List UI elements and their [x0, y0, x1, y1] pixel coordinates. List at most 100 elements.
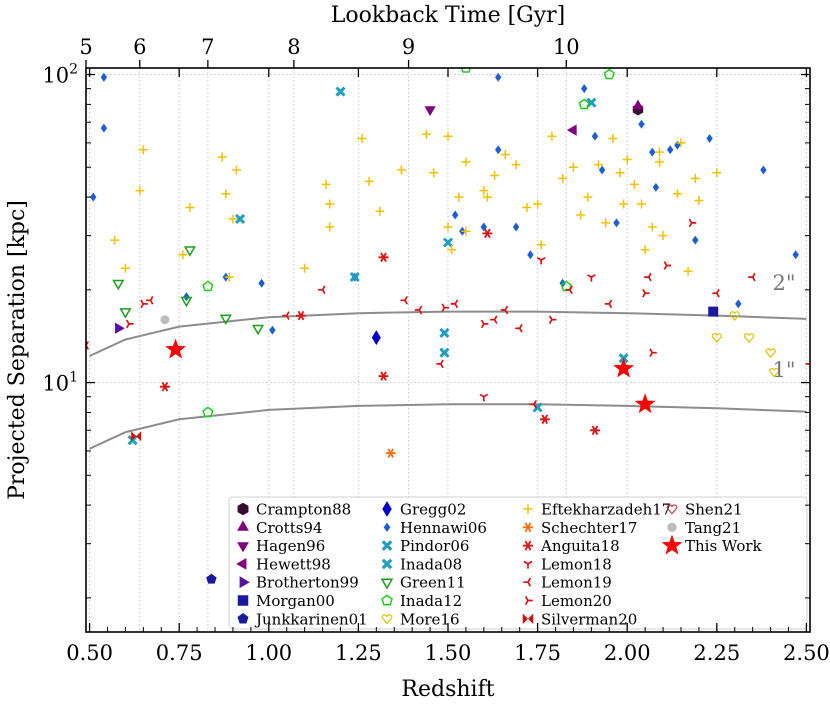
separation-curve	[89, 403, 807, 450]
legend-marker	[522, 540, 534, 551]
legend-label: Pindor06	[400, 537, 469, 555]
point-eftekharzadeh17	[568, 162, 578, 172]
point-eftekharzadeh17	[676, 138, 686, 148]
legend-label: Schechter17	[541, 519, 637, 537]
point-lemon20	[480, 319, 489, 329]
point-eftekharzadeh17	[224, 272, 234, 282]
top-tick-label: 9	[402, 35, 415, 59]
point-lemon18	[479, 393, 489, 402]
point-lemon19	[490, 315, 498, 325]
point-eftekharzadeh17	[232, 165, 241, 175]
point-junkkarinen01	[206, 573, 217, 584]
legend-marker	[522, 613, 534, 625]
point-eftekharzadeh17	[321, 179, 331, 189]
point-pindor06	[439, 347, 450, 358]
point-anguita18	[296, 310, 306, 321]
point-hennawi06	[692, 235, 699, 245]
point-crotts94	[632, 99, 644, 110]
point-eftekharzadeh17	[712, 168, 722, 178]
point-eftekharzadeh17	[655, 147, 664, 157]
legend: Crampton88Crotts94Hagen96Hewett98Brother…	[228, 496, 808, 630]
point-tang21	[160, 315, 170, 325]
point-eftekharzadeh17	[558, 173, 568, 183]
legend-marker	[523, 577, 532, 587]
point-lemon19	[604, 299, 613, 309]
point-eftekharzadeh17	[694, 196, 704, 205]
point-this-work	[634, 393, 656, 414]
curve-label: 1"	[772, 358, 795, 382]
point-lemon19	[436, 359, 444, 369]
top-tick-label: 8	[287, 35, 300, 59]
point-eftekharzadeh17	[429, 168, 439, 178]
point-eftekharzadeh17	[364, 176, 374, 186]
point-green11	[251, 324, 265, 336]
top-tick-label: 10	[553, 35, 580, 59]
point-eftekharzadeh17	[594, 160, 603, 170]
point-eftekharzadeh17	[396, 165, 406, 175]
point-green11	[183, 246, 196, 257]
x-tick-label: 2.25	[693, 641, 740, 665]
point-lemon19	[500, 305, 509, 315]
point-anguita18	[539, 414, 550, 425]
point-anguita18	[159, 381, 170, 392]
point-this-work	[165, 338, 187, 359]
point-lemon19	[400, 295, 408, 305]
y-axis-title: Projected Separation [kpc]	[5, 200, 30, 500]
point-eftekharzadeh17	[629, 179, 639, 189]
point-eftekharzadeh17	[422, 129, 431, 139]
legend-label: Lemon18	[541, 555, 612, 573]
point-eftekharzadeh17	[601, 218, 611, 228]
point-lemon19	[712, 288, 720, 298]
x-tick-label: 1.50	[425, 641, 472, 665]
legend-label: Brotherton99	[256, 574, 359, 592]
point-eftekharzadeh17	[443, 131, 453, 141]
legend-marker	[236, 557, 247, 570]
point-this-work	[613, 357, 635, 378]
point-eftekharzadeh17	[325, 222, 335, 232]
y-tick-label: 101	[42, 370, 78, 396]
legend-label: Eftekharzadeh17	[541, 501, 671, 519]
point-morgan00	[708, 306, 719, 317]
point-inada08	[235, 213, 246, 224]
point-more16	[743, 333, 755, 344]
top-tick-label: 7	[201, 35, 214, 59]
point-inada12	[202, 280, 214, 292]
point-anguita18	[482, 228, 493, 239]
legend-label: Inada08	[400, 555, 462, 573]
data-points	[86, 68, 810, 584]
legend-label: Lemon20	[541, 592, 612, 610]
point-eftekharzadeh17	[375, 206, 385, 216]
point-eftekharzadeh17	[300, 263, 310, 273]
point-lemon19	[450, 299, 459, 309]
legend-marker	[523, 504, 533, 514]
point-hennawi06	[258, 278, 265, 288]
point-hennawi06	[480, 222, 487, 232]
legend-label: Anguita18	[540, 537, 620, 555]
point-hennawi06	[649, 147, 656, 157]
x-tick-label: 2.50	[783, 641, 830, 665]
legend-label: This Work	[685, 537, 763, 555]
point-eftekharzadeh17	[672, 189, 682, 199]
point-hennawi06	[495, 72, 502, 82]
point-hennawi06	[760, 165, 767, 175]
legend-marker	[237, 613, 249, 624]
x-tick-label: 1.25	[335, 641, 382, 665]
point-hennawi06	[581, 84, 588, 94]
point-lemon19	[565, 285, 573, 295]
point-eftekharzadeh17	[615, 168, 625, 178]
point-lemon19	[146, 295, 154, 305]
legend-marker	[237, 595, 249, 606]
legend-label: Hagen96	[256, 537, 325, 555]
point-lemon20	[140, 299, 148, 309]
point-hennawi06	[90, 192, 97, 202]
x-tick-label: 2.00	[604, 641, 651, 665]
legend-box	[228, 496, 808, 630]
point-green11	[119, 308, 132, 319]
legend-label: Shen21	[685, 501, 743, 519]
point-eftekharzadeh17	[490, 171, 500, 180]
legend-label: Hewett98	[256, 555, 331, 573]
point-lemon19	[282, 311, 290, 320]
point-eftekharzadeh17	[479, 186, 489, 196]
x-tick-label: 1.75	[514, 641, 561, 665]
point-eftekharzadeh17	[357, 134, 367, 143]
